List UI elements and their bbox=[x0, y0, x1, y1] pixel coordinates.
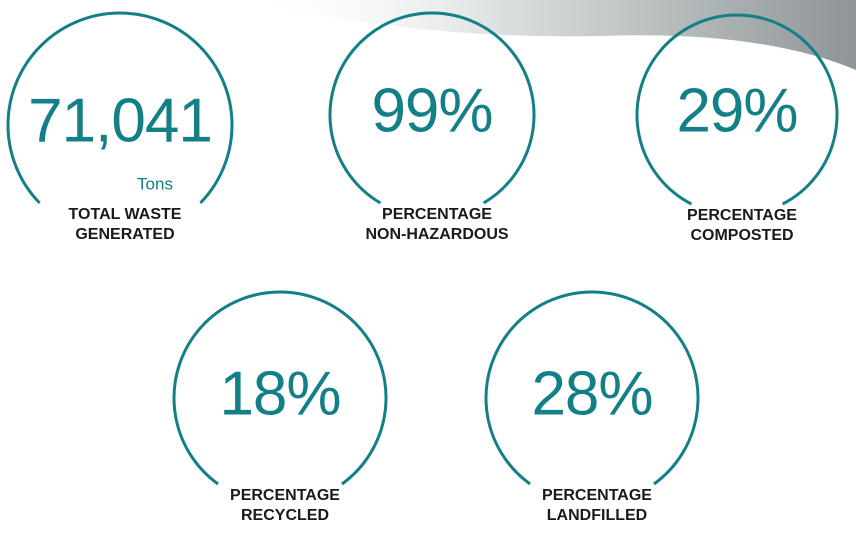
stat-label: RECYCLED bbox=[241, 507, 329, 524]
stat-label: PERCENTAGE bbox=[542, 487, 652, 504]
stat-value: 28% bbox=[531, 359, 652, 428]
stat-label: NON-HAZARDOUS bbox=[365, 226, 508, 243]
stat-value: 99% bbox=[371, 76, 492, 145]
stat-label: PERCENTAGE bbox=[382, 206, 492, 223]
background-photo bbox=[240, 0, 856, 70]
infographic: 71,041 Tons TOTAL WASTE GENERATED 99% PERCENT… bbox=[0, 0, 856, 533]
stat-value: 71,041 bbox=[28, 86, 212, 155]
stat-value: 29% bbox=[676, 76, 797, 145]
stat-value: 18% bbox=[219, 359, 340, 428]
stat-unit: Tons bbox=[137, 174, 173, 193]
stat-label: PERCENTAGE bbox=[687, 207, 797, 224]
stat-label: LANDFILLED bbox=[547, 507, 647, 524]
stat-label: GENERATED bbox=[75, 226, 174, 243]
stat-label: COMPOSTED bbox=[690, 227, 793, 244]
stat-label: PERCENTAGE bbox=[230, 487, 340, 504]
stat-label: TOTAL WASTE bbox=[69, 206, 182, 223]
